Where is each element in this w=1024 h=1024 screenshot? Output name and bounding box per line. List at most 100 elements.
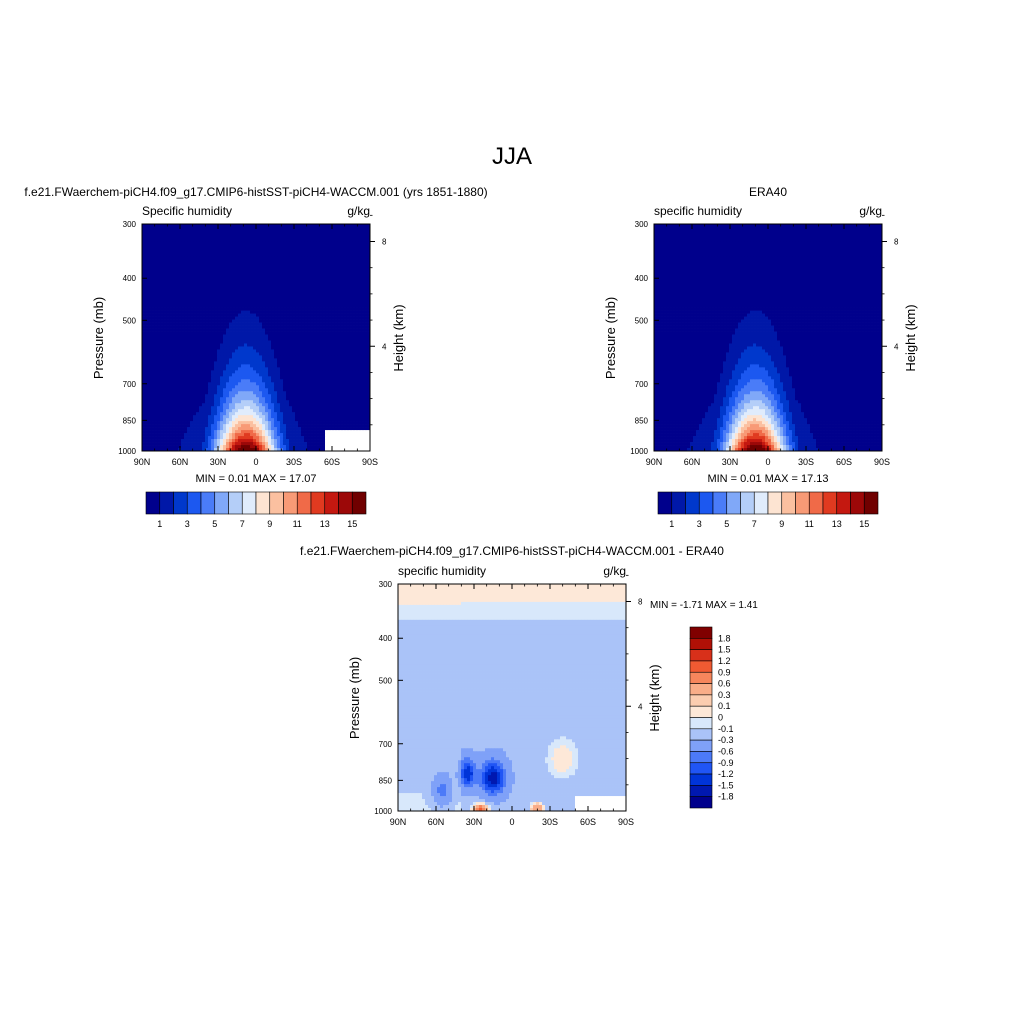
contour-cell — [157, 400, 161, 404]
contour-cell — [259, 394, 263, 398]
contour-cell — [160, 289, 164, 294]
contour-cell — [304, 301, 308, 305]
contour-cell — [262, 364, 266, 368]
contour-cell — [142, 298, 146, 303]
contour-cell — [220, 247, 224, 252]
contour-cell — [325, 385, 329, 389]
contour-cell — [151, 328, 155, 332]
contour-cell — [190, 340, 194, 344]
contour-cell — [355, 373, 359, 377]
contour-cell — [349, 232, 353, 237]
contour-cell — [217, 343, 221, 347]
contour-cell — [214, 274, 218, 279]
contour-cell — [184, 352, 188, 356]
contour-cell — [265, 268, 269, 273]
contour-cell — [175, 343, 179, 347]
contour-cell — [262, 349, 266, 353]
contour-cell — [184, 382, 188, 386]
contour-cell — [358, 226, 362, 231]
contour-cell — [274, 262, 278, 267]
contour-cell — [340, 274, 344, 279]
contour-cell — [301, 271, 305, 276]
contour-cell — [280, 379, 284, 383]
contour-cell — [289, 382, 293, 386]
contour-cell — [166, 397, 170, 401]
contour-cell — [223, 352, 227, 356]
contour-cell — [166, 283, 170, 288]
contour-cell — [328, 328, 332, 332]
contour-cell — [262, 298, 266, 303]
contour-cell — [283, 286, 287, 291]
contour-cell — [172, 307, 176, 311]
contour-cell — [181, 340, 185, 344]
contour-cell — [361, 391, 365, 395]
contour-cell — [367, 379, 371, 383]
contour-cell — [286, 355, 290, 359]
contour-cell — [250, 364, 254, 368]
contour-cell — [151, 262, 155, 267]
contour-cell — [166, 394, 170, 398]
contour-cell — [196, 343, 200, 347]
contour-cell — [154, 388, 158, 392]
contour-cell — [262, 379, 266, 383]
contour-cell — [259, 376, 263, 380]
contour-cell — [166, 361, 170, 365]
contour-cell — [292, 373, 296, 377]
contour-cell — [196, 337, 200, 341]
contour-cell — [316, 271, 320, 276]
contour-cell — [316, 373, 320, 377]
contour-cell — [313, 361, 317, 365]
contour-cell — [163, 235, 167, 240]
contour-cell — [364, 319, 368, 323]
contour-cell — [271, 343, 275, 347]
contour-cell — [307, 265, 311, 270]
contour-cell — [151, 268, 155, 273]
contour-cell — [202, 307, 206, 311]
contour-cell — [244, 376, 248, 380]
contour-cell — [256, 379, 260, 383]
contour-cell — [289, 238, 293, 243]
contour-cell — [217, 316, 221, 320]
contour-cell — [220, 358, 224, 362]
contour-cell — [262, 295, 266, 300]
contour-cell — [277, 271, 281, 276]
contour-cell — [340, 355, 344, 359]
contour-cell — [226, 280, 230, 285]
contour-cell — [301, 262, 305, 267]
contour-cell — [301, 364, 305, 368]
contour-cell — [172, 250, 176, 255]
contour-cell — [292, 244, 296, 249]
contour-cell — [337, 358, 341, 362]
contour-cell — [253, 343, 257, 347]
contour-cell — [217, 298, 221, 303]
contour-cell — [328, 229, 332, 234]
contour-cell — [280, 415, 284, 419]
contour-cell — [292, 268, 296, 273]
contour-cell — [310, 388, 314, 392]
contour-cell — [313, 394, 317, 398]
contour-cell — [214, 367, 218, 371]
contour-cell — [295, 397, 299, 401]
contour-cell — [367, 226, 371, 231]
contour-cell — [250, 229, 254, 234]
contour-cell — [166, 382, 170, 386]
contour-cell — [349, 370, 353, 374]
contour-cell — [256, 409, 260, 413]
contour-cell — [235, 235, 239, 240]
contour-cell — [187, 268, 191, 273]
contour-cell — [256, 388, 260, 392]
contour-cell — [235, 244, 239, 249]
contour-cell — [226, 388, 230, 392]
contour-cell — [328, 244, 332, 249]
contour-cell — [334, 397, 338, 401]
contour-cell — [268, 403, 272, 407]
contour-cell — [361, 385, 365, 389]
contour-cell — [307, 277, 311, 282]
contour-cell — [199, 256, 203, 261]
contour-cell — [232, 310, 236, 314]
contour-cell — [250, 322, 254, 326]
contour-cell — [310, 385, 314, 389]
contour-cell — [340, 334, 344, 338]
contour-cell — [331, 352, 335, 356]
contour-cell — [328, 292, 332, 297]
